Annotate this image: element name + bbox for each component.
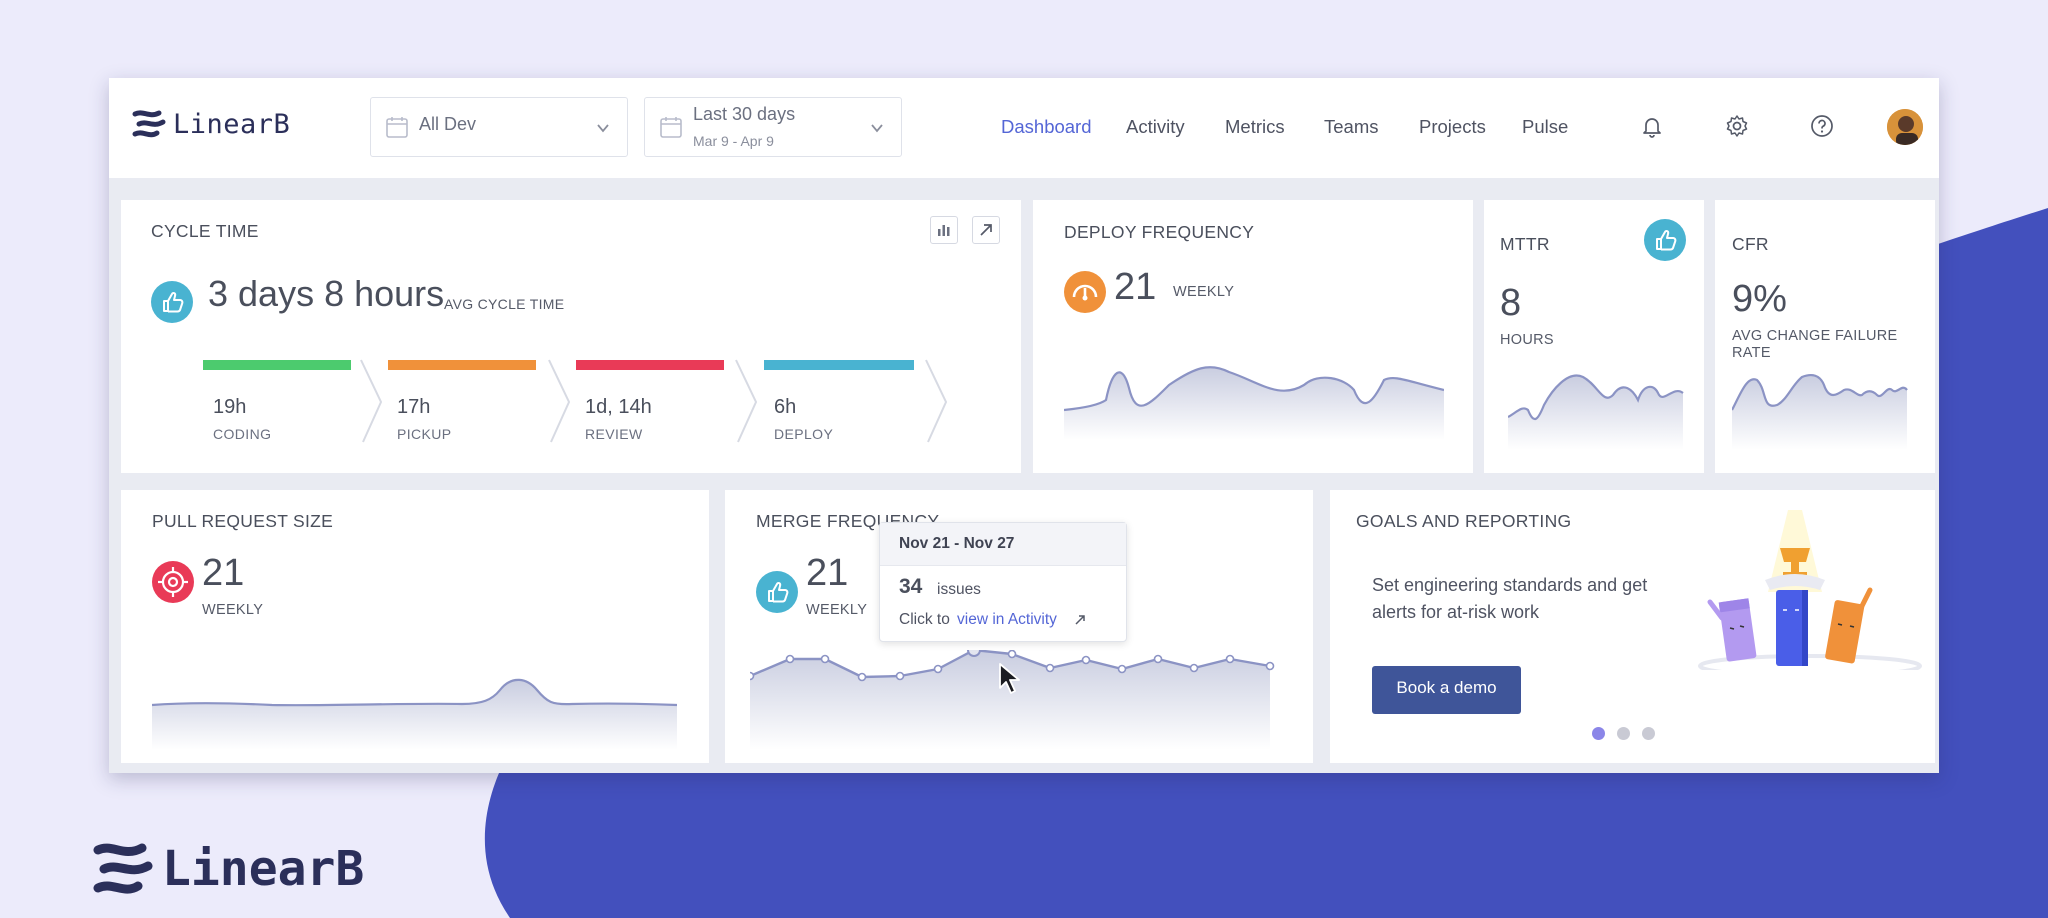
pickup-stage-bar xyxy=(388,360,536,370)
trophy-illustration xyxy=(1698,510,1922,670)
nav-metrics[interactable]: Metrics xyxy=(1225,116,1285,137)
review-value: 1d, 14h xyxy=(585,396,652,418)
cycle-time-card: CYCLE TIME 3 days 8 hours AVG CYCLE TIME… xyxy=(121,200,1021,473)
team-select[interactable]: All Dev xyxy=(370,97,628,157)
external-link-icon xyxy=(980,224,992,236)
stage-separators xyxy=(360,359,948,443)
date-range-sub: Mar 9 - Apr 9 xyxy=(693,133,774,149)
card-title: MTTR xyxy=(1500,234,1550,254)
deploy-frequency-value: 21 xyxy=(1114,266,1157,308)
nav-projects[interactable]: Projects xyxy=(1419,116,1486,137)
nav-activity[interactable]: Activity xyxy=(1126,116,1185,137)
deploy-frequency-unit: WEEKLY xyxy=(1173,284,1235,300)
merge-frequency-value: 21 xyxy=(806,552,849,594)
pager-dot-1[interactable] xyxy=(1592,727,1605,740)
card-title: CFR xyxy=(1732,234,1769,254)
deploy-stage-bar xyxy=(764,360,914,370)
mttr-unit: HOURS xyxy=(1500,332,1554,348)
tooltip-prefix: Click to xyxy=(899,611,950,628)
chevron-down-icon xyxy=(871,124,883,133)
nav-pulse[interactable]: Pulse xyxy=(1522,116,1569,137)
speedometer-icon xyxy=(1064,271,1106,313)
nav-dashboard[interactable]: Dashboard xyxy=(1001,116,1092,137)
bell-icon[interactable] xyxy=(1639,113,1665,139)
goals-card: GOALS AND REPORTING Set engineering stan… xyxy=(1330,490,1935,763)
avatar[interactable] xyxy=(1887,109,1923,145)
chart-tooltip: Nov 21 - Nov 27 34 issues Click to view … xyxy=(879,522,1127,642)
tooltip-date: Nov 21 - Nov 27 xyxy=(899,535,1015,552)
pr-size-unit: WEEKLY xyxy=(202,602,264,618)
mouse-cursor-icon xyxy=(999,663,1020,694)
cfr-value: 9% xyxy=(1732,278,1787,320)
mttr-value: 8 xyxy=(1500,282,1522,324)
tooltip-count-label: issues xyxy=(937,581,981,598)
review-stage-bar xyxy=(576,360,724,370)
card-title: CYCLE TIME xyxy=(151,221,259,241)
tooltip-count: 34 xyxy=(899,575,923,598)
date-range-select[interactable]: Last 30 days Mar 9 - Apr 9 xyxy=(644,97,902,157)
footer-brand-name: LinearB xyxy=(162,841,365,897)
cfr-sparkline xyxy=(1732,374,1908,450)
coding-value: 19h xyxy=(213,396,247,418)
thumbs-up-icon xyxy=(1644,219,1686,261)
linearb-logo-icon xyxy=(93,843,153,894)
tooltip-header: Nov 21 - Nov 27 xyxy=(880,523,1126,566)
chart-view-button[interactable] xyxy=(930,216,958,244)
external-link-icon[interactable] xyxy=(1072,612,1088,628)
pickup-value: 17h xyxy=(397,396,431,418)
deploy-label: DEPLOY xyxy=(774,426,834,442)
pickup-label: PICKUP xyxy=(397,426,452,442)
card-title: GOALS AND REPORTING xyxy=(1356,511,1572,531)
cycle-time-unit: AVG CYCLE TIME xyxy=(444,296,565,312)
brand-logo[interactable]: LinearB xyxy=(131,108,290,140)
goals-description: Set engineering standards and get alerts… xyxy=(1372,575,1648,622)
date-range-value: Last 30 days xyxy=(693,104,796,124)
brand-name: LinearB xyxy=(173,108,291,140)
user-portrait-icon xyxy=(1887,109,1923,145)
calendar-icon xyxy=(660,117,682,138)
card-title: DEPLOY FREQUENCY xyxy=(1064,222,1255,242)
bar-chart-icon xyxy=(938,225,950,236)
cycle-time-value: 3 days 8 hours xyxy=(208,273,445,314)
merge-frequency-sparkline xyxy=(750,650,1275,750)
calendar-icon xyxy=(386,117,408,138)
cfr-card: CFR 9% AVG CHANGE FAILURE RATE xyxy=(1715,200,1935,473)
linearb-logo-icon xyxy=(132,110,166,138)
book-demo-button[interactable]: Book a demo xyxy=(1372,666,1521,714)
cfr-unit: AVG CHANGE FAILURE RATE xyxy=(1732,328,1898,361)
pr-size-value: 21 xyxy=(202,552,245,594)
coding-label: CODING xyxy=(213,426,272,442)
dashboard-window: LinearB All Dev Last 30 days Mar 9 - Apr… xyxy=(109,78,1939,773)
view-in-activity-link[interactable]: view in Activity xyxy=(957,611,1057,628)
chevron-down-icon xyxy=(597,124,609,133)
deploy-value: 6h xyxy=(774,396,797,418)
deploy-frequency-sparkline xyxy=(1064,366,1444,440)
thumbs-up-icon xyxy=(756,571,798,613)
target-icon xyxy=(152,561,194,603)
deploy-frequency-card: DEPLOY FREQUENCY 21 WEEKLY xyxy=(1033,200,1473,473)
pr-size-sparkline xyxy=(152,678,677,750)
coding-stage-bar xyxy=(203,360,351,370)
thumbs-up-icon xyxy=(151,281,193,323)
merge-frequency-unit: WEEKLY xyxy=(806,602,868,618)
pager-dot-3[interactable] xyxy=(1642,727,1655,740)
card-title: PULL REQUEST SIZE xyxy=(152,511,334,531)
mttr-card: MTTR 8 HOURS xyxy=(1484,200,1704,473)
review-label: REVIEW xyxy=(585,426,643,442)
footer-brand: LinearB xyxy=(92,840,364,898)
team-select-value: All Dev xyxy=(419,114,477,134)
pager-dot-2[interactable] xyxy=(1617,727,1630,740)
nav-teams[interactable]: Teams xyxy=(1324,116,1379,137)
top-bar: LinearB All Dev Last 30 days Mar 9 - Apr… xyxy=(109,78,1939,178)
gear-icon[interactable] xyxy=(1724,113,1750,139)
mttr-sparkline xyxy=(1508,374,1684,450)
pull-request-size-card: PULL REQUEST SIZE 21 WEEKLY xyxy=(121,490,709,763)
help-icon[interactable] xyxy=(1809,113,1835,139)
open-external-button[interactable] xyxy=(972,216,1000,244)
